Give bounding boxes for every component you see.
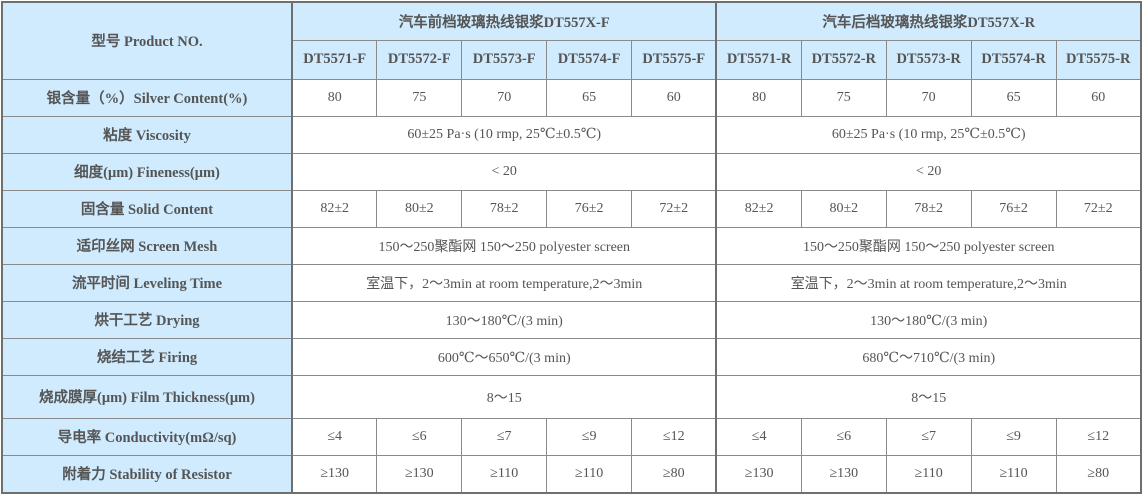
row-label: 烧结工艺 Firing <box>1 337 293 376</box>
value-cell: 76±2 <box>970 189 1057 228</box>
value-cell: ≥110 <box>546 454 633 494</box>
row-label: 导电率 Conductivity(mΩ/sq) <box>1 417 293 456</box>
value-cell: 70 <box>461 78 548 117</box>
value-cell: ≥110 <box>970 454 1057 494</box>
product-no-header: 型号 Product NO. <box>1 1 293 80</box>
front-value-cell: 60±25 Pa·s (10 rmp, 25℃±0.5℃) <box>291 115 717 154</box>
value-cell: 80±2 <box>376 189 463 228</box>
value-cell: 60 <box>631 78 717 117</box>
spec-rows: 银含量（%）Silver Content(%) 80 75 70 65 60 80 75 70 6… <box>1 78 1142 494</box>
table-row: 粘度 Viscosity 60±25 Pa·s (10 rmp, 25℃±0.5℃… <box>1 115 1142 154</box>
rear-value-cell: 8～15 <box>715 374 1142 419</box>
value-cell: 75 <box>800 78 887 117</box>
front-value-cell: 600℃～650℃/(3 min) <box>291 337 717 376</box>
value-cell: 82±2 <box>715 189 802 228</box>
model-header: DT5573-F <box>461 39 548 80</box>
model-header: DT5571-F <box>291 39 378 80</box>
value-cell: 80 <box>715 78 802 117</box>
value-cell: ≤7 <box>885 417 972 456</box>
value-cell: 78±2 <box>885 189 972 228</box>
value-cell: ≥110 <box>885 454 972 494</box>
front-value-cell: 8～15 <box>291 374 717 419</box>
row-label: 烘干工艺 Drying <box>1 300 293 339</box>
rear-value-cell: 130～180℃/(3 min) <box>715 300 1142 339</box>
table-row: 固含量 Solid Content 82±2 80±2 78±2 76±2 72±2 82±… <box>1 189 1142 228</box>
row-label: 附着力 Stability of Resistor <box>1 454 293 494</box>
model-header: DT5571-R <box>715 39 802 80</box>
value-cell: ≥110 <box>461 454 548 494</box>
model-header: DT5575-F <box>631 39 717 80</box>
value-cell: ≥80 <box>1055 454 1142 494</box>
value-cell: 60 <box>1055 78 1142 117</box>
table-row: 流平时间 Leveling Time 室温下，2～3min at room tem… <box>1 263 1142 302</box>
model-header: DT5572-F <box>376 39 463 80</box>
value-cell: ≤4 <box>715 417 802 456</box>
value-cell: 78±2 <box>461 189 548 228</box>
rear-value-cell: 150～250聚酯网 150～250 polyester screen <box>715 226 1142 265</box>
value-cell: ≥130 <box>800 454 887 494</box>
value-cell: 82±2 <box>291 189 378 228</box>
table-row: 导电率 Conductivity(mΩ/sq) ≤4 ≤6 ≤7 ≤9 ≤12 ≤4 ≤6 ≤7… <box>1 417 1142 456</box>
value-cell: 80±2 <box>800 189 887 228</box>
front-value-cell: 室温下，2～3min at room temperature,2～3min <box>291 263 717 302</box>
rear-value-cell: 60±25 Pa·s (10 rmp, 25℃±0.5℃) <box>715 115 1142 154</box>
table-row: 适印丝网 Screen Mesh 150～250聚酯网 150～250 polye… <box>1 226 1142 265</box>
value-cell: ≥130 <box>376 454 463 494</box>
table-row: 银含量（%）Silver Content(%) 80 75 70 65 60 80 75 70 6… <box>1 78 1142 117</box>
value-cell: ≤6 <box>376 417 463 456</box>
table-row: 细度(μm) Fineness(μm) < 20 < 20 <box>1 152 1142 191</box>
value-cell: ≤4 <box>291 417 378 456</box>
value-cell: ≤12 <box>631 417 717 456</box>
model-header: DT5572-R <box>800 39 887 80</box>
table-row: 附着力 Stability of Resistor ≥130 ≥130 ≥110 ≥11… <box>1 454 1142 494</box>
value-cell: ≤9 <box>546 417 633 456</box>
rear-value-cell: < 20 <box>715 152 1142 191</box>
table-row: 烧结工艺 Firing 600℃～650℃/(3 min) 680℃～710℃/(3… <box>1 337 1142 376</box>
front-value-cell: < 20 <box>291 152 717 191</box>
row-label: 流平时间 Leveling Time <box>1 263 293 302</box>
model-header: DT5574-F <box>546 39 633 80</box>
table-row: 烧成膜厚(μm) Film Thickness(μm) 8～15 8～15 <box>1 374 1142 419</box>
value-cell: 65 <box>546 78 633 117</box>
value-cell: 76±2 <box>546 189 633 228</box>
value-cell: 80 <box>291 78 378 117</box>
row-label: 细度(μm) Fineness(μm) <box>1 152 293 191</box>
value-cell: ≥130 <box>715 454 802 494</box>
value-cell: 70 <box>885 78 972 117</box>
value-cell: ≤12 <box>1055 417 1142 456</box>
model-header: DT5575-R <box>1055 39 1142 80</box>
row-label: 粘度 Viscosity <box>1 115 293 154</box>
table-row: 烘干工艺 Drying 130～180℃/(3 min) 130～180℃/(3 m… <box>1 300 1142 339</box>
rear-value-cell: 680℃～710℃/(3 min) <box>715 337 1142 376</box>
model-header: DT5573-R <box>885 39 972 80</box>
value-cell: ≤9 <box>970 417 1057 456</box>
value-cell: ≥80 <box>631 454 717 494</box>
value-cell: 75 <box>376 78 463 117</box>
front-group-title: 汽车前档玻璃热线银浆DT557X-F <box>291 1 717 41</box>
front-value-cell: 150～250聚酯网 150～250 polyester screen <box>291 226 717 265</box>
value-cell: ≥130 <box>291 454 378 494</box>
rear-value-cell: 室温下，2～3min at room temperature,2～3min <box>715 263 1142 302</box>
value-cell: ≤7 <box>461 417 548 456</box>
model-header: DT5574-R <box>970 39 1057 80</box>
rear-group-title: 汽车后档玻璃热线银浆DT557X-R <box>715 1 1142 41</box>
row-label: 适印丝网 Screen Mesh <box>1 226 293 265</box>
value-cell: 72±2 <box>631 189 717 228</box>
row-label: 烧成膜厚(μm) Film Thickness(μm) <box>1 374 293 419</box>
row-label: 银含量（%）Silver Content(%) <box>1 78 293 117</box>
value-cell: ≤6 <box>800 417 887 456</box>
model-row: DT5571-F DT5572-F DT5573-F DT5574-F DT5575-F… <box>2 39 1142 80</box>
row-label: 固含量 Solid Content <box>1 189 293 228</box>
front-value-cell: 130～180℃/(3 min) <box>291 300 717 339</box>
value-cell: 65 <box>970 78 1057 117</box>
value-cell: 72±2 <box>1055 189 1142 228</box>
